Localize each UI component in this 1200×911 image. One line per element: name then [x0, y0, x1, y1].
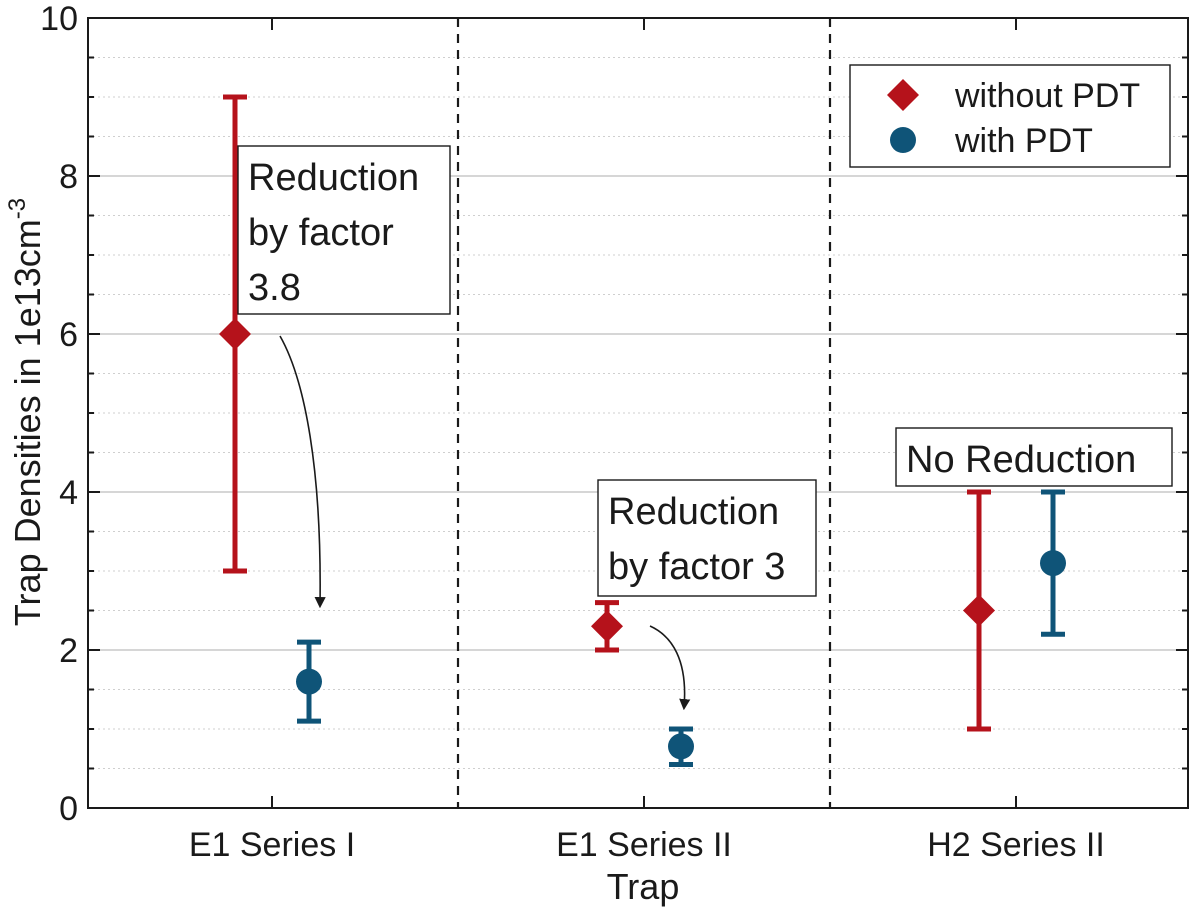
annotation-text: by factor 3: [608, 546, 785, 588]
x-tick-label: E1 Series I: [189, 826, 355, 864]
x-tick-label: E1 Series II: [556, 826, 732, 864]
y-axis-label-main: Trap Densities in 1e13cm: [7, 219, 48, 626]
data-point-circle: [1040, 550, 1066, 577]
annotation-text: No Reduction: [906, 439, 1136, 481]
legend: without PDT with PDT: [849, 64, 1171, 168]
legend-marker-diamond: [887, 79, 919, 111]
y-tick-label: 4: [59, 474, 78, 512]
data-point-circle: [668, 733, 694, 760]
annotation-text: Reduction: [608, 491, 779, 533]
annotation-arrow: [279, 335, 326, 609]
annotation-arrow: [649, 625, 691, 711]
x-axis-label: Trap: [607, 866, 680, 907]
annotation-text: Reduction: [248, 157, 419, 199]
y-tick-label: 2: [59, 632, 78, 670]
data-point-diamond: [219, 318, 251, 350]
data-point-diamond: [963, 594, 995, 627]
y-axis-ticks: 0 2 4 6 8 10: [40, 0, 1188, 828]
legend-label: without PDT: [954, 77, 1140, 115]
category-separators: [456, 18, 832, 808]
annotations: Reduction by factor 3.8 Reduction by factor …: [237, 145, 1173, 597]
y-tick-label: 0: [59, 790, 78, 828]
legend-label: with PDT: [954, 122, 1093, 160]
data-point-circle: [296, 668, 322, 695]
annotation-box: [237, 145, 451, 315]
y-tick-label: 6: [59, 316, 78, 354]
legend-marker-circle: [890, 127, 916, 153]
annotation-arrows: [279, 335, 691, 711]
y-tick-label: 10: [40, 0, 78, 38]
annotation-text: 3.8: [248, 267, 301, 309]
data-marks: [219, 94, 1066, 768]
annotation-box: [895, 427, 1173, 487]
x-axis-ticks: E1 Series I E1 Series II H2 Series II: [189, 18, 1105, 864]
annotation-box: [597, 479, 817, 597]
y-axis-label-superscript: -3: [4, 198, 31, 219]
y-tick-label: 8: [59, 158, 78, 196]
data-point-diamond: [591, 610, 623, 643]
annotation-text: by factor: [248, 212, 394, 254]
y-axis-label: Trap Densities in 1e13cm-3: [4, 198, 48, 626]
x-tick-label: H2 Series II: [927, 826, 1105, 864]
